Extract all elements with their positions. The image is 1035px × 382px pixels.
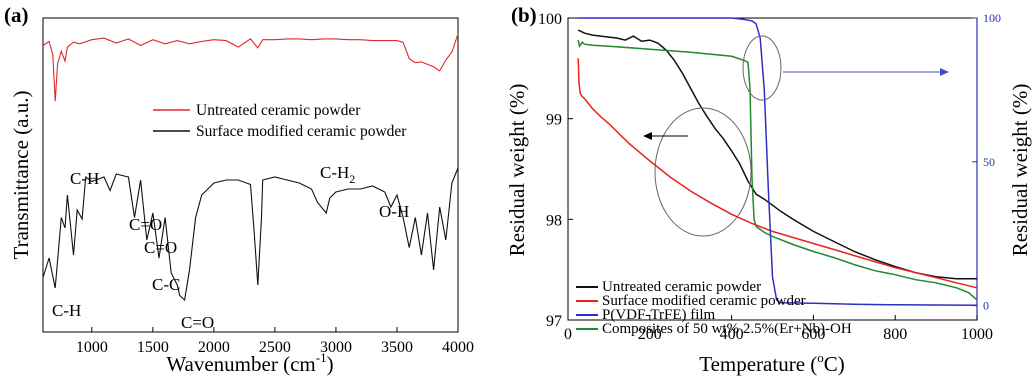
annotation-c-h2: C-H2	[320, 163, 355, 186]
panel-a-x-axis-label-main: Wavenumber (cm	[166, 352, 315, 376]
panel-a-legend-untreated: Untreated ceramic powder	[196, 102, 361, 119]
panel-a-x-tick-label: 2500	[259, 339, 291, 356]
panel-a-x-tick-label: 3500	[381, 339, 413, 356]
panel-b-series-1	[577, 58, 978, 289]
panel-b-legend: Untreated ceramic powder Surface modifie…	[576, 279, 852, 337]
panel-a-legend-modified: Surface modified ceramic powder	[196, 123, 407, 140]
panel-a-y-axis-label: Transmittance (a.u.)	[9, 91, 33, 260]
annotation-c-h-2: C-H	[70, 169, 99, 188]
panel-b-legend-1: Surface modified ceramic powder	[602, 293, 806, 309]
panel-b-legend-3: Composites of 50 wt% 2.5%(Er+Nb)-OH	[602, 321, 852, 337]
panel-b-series-0	[577, 29, 977, 280]
panel-a-x-axis-label-sup: -1	[316, 350, 327, 365]
panel-b-x-tick-label: 200	[638, 326, 662, 343]
annotation-ellipse-left	[654, 107, 752, 237]
panel-b-legend-2: P(VDF-TrFE) film	[602, 307, 716, 323]
panel-a-x-ticks: 1000 1500 2000 2500 3000 3500 4000	[76, 327, 474, 356]
panel-a-series-group	[42, 33, 459, 302]
panel-a-x-tick-label: 2000	[198, 339, 230, 356]
panel-a-x-tick-label: 4000	[442, 339, 474, 356]
panel-b-y-tick-label: 98	[546, 212, 562, 229]
annotation-o-h: O-H	[379, 202, 409, 221]
panel-a-x-axis-label-tail: )	[327, 352, 334, 376]
panel-b-series-2	[578, 17, 978, 307]
panel-b-series-3	[577, 39, 978, 301]
panel-b-x-tick-label: 1000	[961, 326, 993, 343]
annotation-c-o-3: C=O	[181, 313, 214, 332]
panel-b-y-tick-label: 97	[546, 313, 562, 330]
panel-b-x-tick-label: 0	[564, 326, 572, 343]
annotation-arrow-right-head	[940, 68, 949, 76]
panel-b-y-axis-label: Residual weight (%)	[505, 84, 529, 257]
panel-b-legend-0: Untreated ceramic powder	[602, 279, 761, 295]
panel-b-x-tick-label: 800	[883, 326, 907, 343]
panel-a-label: (a)	[4, 3, 29, 27]
panel-a-x-tick-label: 3000	[320, 339, 352, 356]
panel-b-right-y-tick-label: 50	[983, 155, 995, 169]
panel-b-x-axis-label-tail: C)	[824, 352, 845, 376]
panel-b-y-tick-label: 99	[546, 112, 562, 129]
annotation-c-c: C-C	[152, 275, 180, 294]
panel-b: (b) 0 200 400 600 800 1000 97 98 99 100 0 50 100 R…	[505, 3, 1032, 376]
panel-b-x-tick-label: 600	[801, 326, 825, 343]
panel-a-legend: Untreated ceramic powder Surface modifie…	[153, 102, 407, 140]
panel-a-annotations: C-H C-H C=O C=O C-C C=O C-H2 O-H	[52, 163, 409, 332]
panel-b-right-y-tick-label: 0	[983, 299, 989, 313]
annotation-c-h2-main: C-H	[320, 163, 349, 182]
panel-b-series-group	[577, 17, 978, 307]
annotation-ellipse-right	[742, 35, 782, 101]
annotation-c-o-2: C=O	[144, 238, 177, 257]
panel-a-x-tick-label: 1500	[137, 339, 169, 356]
annotation-arrow-left-head	[643, 132, 652, 140]
annotation-c-h-1: C-H	[52, 301, 81, 320]
panel-b-right-y-axis-label: Residual weight (%)	[1008, 84, 1032, 257]
panel-b-x-tick-label: 400	[720, 326, 744, 343]
panel-a-plot-frame	[42, 17, 459, 333]
panel-a-x-axis-label: Wavenumber (cm-1)	[166, 350, 333, 376]
panel-b-x-ticks: 0 200 400 600 800 1000	[564, 315, 993, 343]
panel-b-right-y-tick-label: 100	[983, 11, 1001, 25]
annotation-c-o-1: C=O	[129, 215, 162, 234]
panel-a: (a) 1000 1500 2000 2500 3000 3500 4000 Transmi…	[4, 3, 474, 376]
panel-b-x-axis-label-main: Temperature (	[699, 352, 817, 376]
panel-b-label: (b)	[511, 3, 537, 27]
panel-b-x-axis-label: Temperature (oC)	[699, 350, 845, 376]
annotation-c-h2-sub: 2	[349, 172, 355, 186]
panel-a-x-tick-label: 1000	[76, 339, 108, 356]
panel-b-right-y-ticks: 0 50 100	[972, 11, 1001, 313]
panel-b-y-ticks: 97 98 99 100	[538, 11, 573, 330]
panel-a-series-1	[42, 167, 459, 302]
panel-b-x-axis-label-sup: o	[817, 350, 824, 365]
panel-b-y-tick-label: 100	[538, 11, 562, 28]
panel-a-series-0	[42, 33, 459, 102]
panel-b-annotations	[643, 35, 949, 237]
